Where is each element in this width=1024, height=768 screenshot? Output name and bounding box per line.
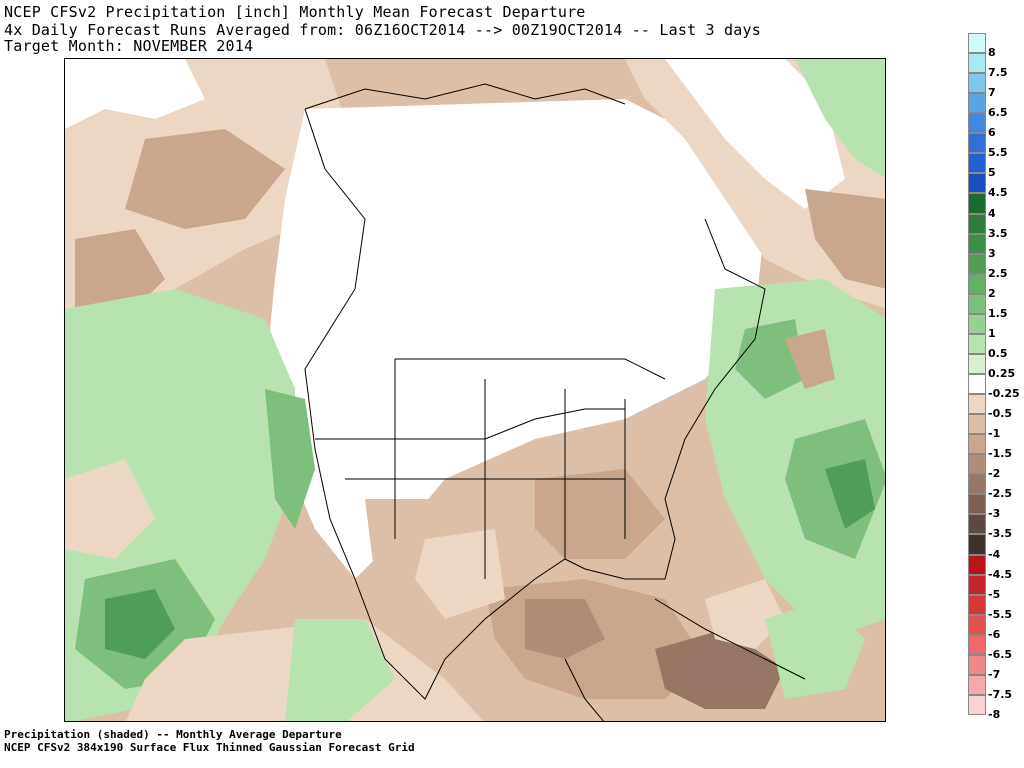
legend-label: -2.5 xyxy=(988,487,1013,501)
precip-shading xyxy=(65,59,885,721)
legend-label: -3.5 xyxy=(988,527,1013,541)
legend-swatch xyxy=(968,273,986,294)
legend-swatch xyxy=(968,594,986,615)
legend-label: 7.5 xyxy=(988,66,1008,80)
legend-swatch xyxy=(968,374,986,395)
legend-label: -5 xyxy=(988,587,1001,601)
legend-swatch xyxy=(968,93,986,114)
legend-label: 6 xyxy=(988,126,996,140)
legend-label: -0.5 xyxy=(988,407,1013,421)
legend-swatch xyxy=(968,113,986,134)
legend-swatch xyxy=(968,233,986,254)
legend-label: -5.5 xyxy=(988,607,1013,621)
legend-swatch xyxy=(968,614,986,635)
legend-swatch xyxy=(968,434,986,455)
legend-label: -8 xyxy=(988,708,1001,721)
legend-swatch xyxy=(968,494,986,515)
legend-swatch xyxy=(968,534,986,555)
legend-label: 3 xyxy=(988,246,996,260)
legend-swatch xyxy=(968,73,986,94)
legend-swatch xyxy=(968,313,986,334)
legend-label: 0.25 xyxy=(988,367,1016,380)
legend-swatch xyxy=(968,574,986,595)
map-canvas xyxy=(65,59,885,721)
legend-label: 5 xyxy=(988,166,996,180)
legend-label: -4 xyxy=(988,547,1001,561)
forecast-run-info: 4x Daily Forecast Runs Averaged from: 06… xyxy=(4,21,761,39)
color-legend: 8 7.5 7 6.5 6 5.5 5 4.5 4 3.5 3 2.5 2 1.5 1 0.5 0.25 -0.2… xyxy=(968,33,1024,720)
legend-swatch xyxy=(968,33,986,54)
footer-description: Precipitation (shaded) -- Monthly Averag… xyxy=(4,728,342,741)
legend-label: 1 xyxy=(988,326,996,340)
legend-label: -6.5 xyxy=(988,647,1013,661)
legend-swatch xyxy=(968,414,986,435)
target-month: Target Month: NOVEMBER 2014 xyxy=(4,37,254,55)
precipitation-map xyxy=(64,58,886,722)
legend-label: 2 xyxy=(988,286,996,300)
legend-label: 0.5 xyxy=(988,346,1008,360)
coastlines xyxy=(304,83,806,721)
map-title: NCEP CFSv2 Precipitation [inch] Monthly … xyxy=(4,3,586,21)
legend-swatch xyxy=(968,394,986,415)
legend-label: -1.5 xyxy=(988,447,1013,461)
legend-label: -3 xyxy=(988,507,1001,521)
footer-grid-info: NCEP CFSv2 384x190 Surface Flux Thinned … xyxy=(4,741,415,754)
legend-swatch xyxy=(968,253,986,274)
legend-label: 7 xyxy=(988,86,996,100)
legend-swatch xyxy=(968,53,986,74)
legend-label: 1.5 xyxy=(988,306,1008,320)
legend-swatch xyxy=(968,474,986,495)
legend-swatch xyxy=(968,353,986,374)
legend-swatch xyxy=(968,454,986,475)
legend-label: -7 xyxy=(988,667,1001,681)
legend-swatch xyxy=(968,634,986,655)
legend-label: -2 xyxy=(988,467,1001,481)
legend-swatch xyxy=(968,133,986,154)
legend-label: 8 xyxy=(988,46,996,60)
legend-label: -7.5 xyxy=(988,687,1013,701)
legend-swatch xyxy=(968,173,986,194)
legend-swatch xyxy=(968,213,986,234)
legend-label: -0.25 xyxy=(988,387,1020,401)
legend-label: 6.5 xyxy=(988,106,1008,120)
legend-label: -1 xyxy=(988,427,1001,441)
legend-swatch xyxy=(968,554,986,575)
legend-label: -6 xyxy=(988,627,1001,641)
legend-label: 5.5 xyxy=(988,146,1008,160)
legend-swatch xyxy=(968,333,986,354)
legend-swatch xyxy=(968,654,986,675)
legend-label: 2.5 xyxy=(988,266,1008,280)
legend-swatch xyxy=(968,514,986,535)
legend-label: -4.5 xyxy=(988,567,1013,581)
legend-label: 4.5 xyxy=(988,186,1008,200)
legend-label: 3.5 xyxy=(988,226,1008,240)
legend-label: 4 xyxy=(988,206,996,220)
legend-swatch xyxy=(968,193,986,214)
legend-swatch xyxy=(968,293,986,314)
legend-swatch xyxy=(968,694,986,715)
legend-swatch xyxy=(968,674,986,695)
legend-swatch xyxy=(968,153,986,174)
